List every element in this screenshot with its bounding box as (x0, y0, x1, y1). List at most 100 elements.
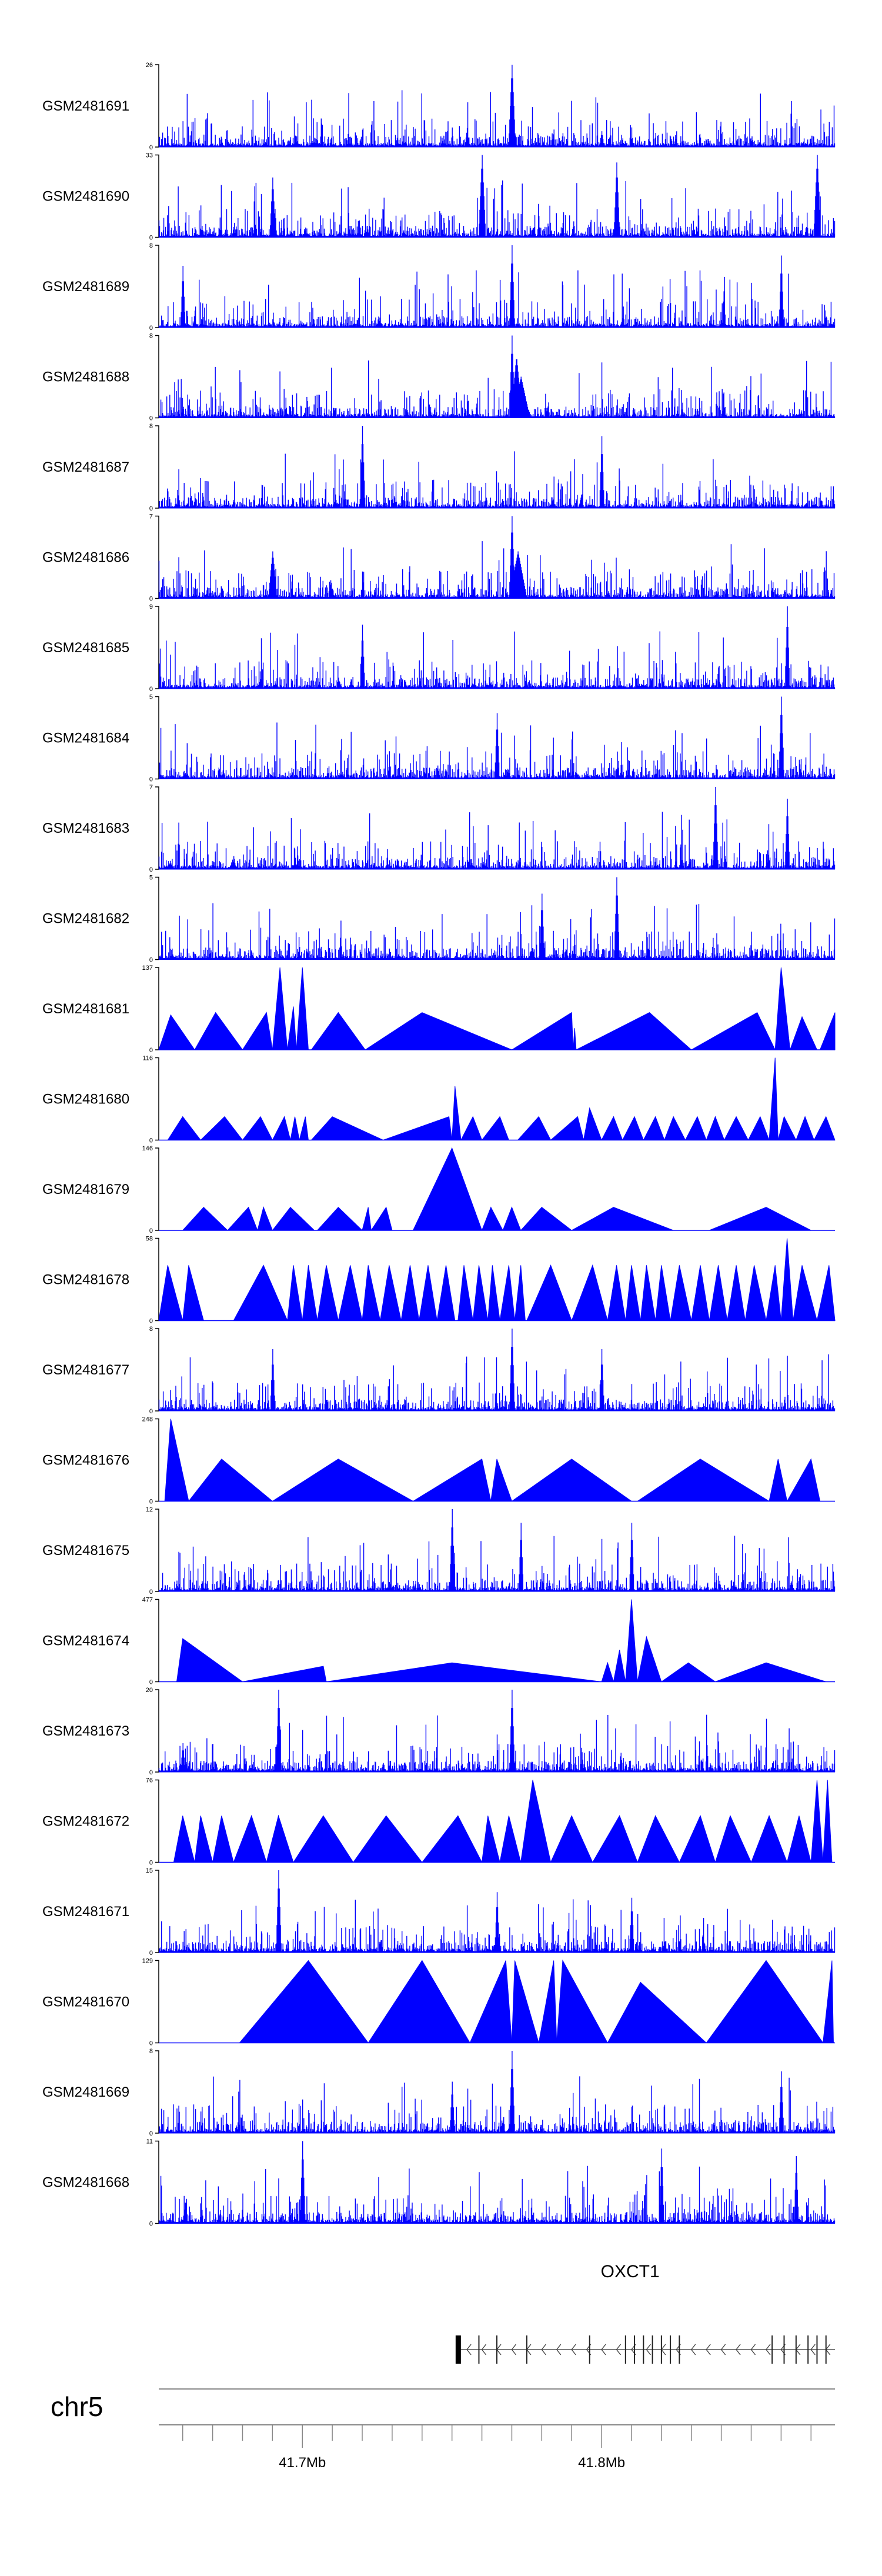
coverage-triangle (660, 1662, 717, 1682)
coverage-bars (158, 2051, 836, 2133)
track-label: GSM2481682 (42, 911, 129, 927)
coverage-triangle (777, 1116, 797, 1140)
y-tick-zero: 0 (149, 1769, 153, 1776)
coverage-triangle (200, 1116, 243, 1140)
coverage-triangle (819, 1012, 836, 1050)
coverage-triangle (786, 1816, 811, 1863)
coverage-triangle (538, 1960, 557, 2043)
coverage-triangle (550, 1116, 584, 1140)
y-axis-line (155, 425, 159, 509)
coverage-triangle (290, 1116, 300, 1140)
coverage-bars (158, 1870, 836, 1953)
genome-axis-tick-label: 41.7Mb (279, 2455, 326, 2471)
coverage-triangle (242, 1666, 327, 1682)
coverage-triangle (810, 1780, 824, 1863)
coverage-triangle (607, 1981, 707, 2043)
track-label: GSM2481690 (42, 189, 129, 205)
coverage-triangle (670, 1265, 692, 1321)
coverage-bars (158, 155, 836, 238)
y-tick-zero: 0 (149, 1950, 153, 1957)
coverage-triangle (664, 1116, 686, 1140)
y-tick-max: 76 (146, 1777, 153, 1784)
coverage-triangle (823, 1780, 833, 1863)
strand-arrow (646, 2344, 651, 2355)
coverage-triangle (412, 1459, 492, 1501)
coverage-bars (158, 787, 836, 869)
coverage-triangle (173, 1816, 195, 1863)
coverage-triangle (571, 1207, 674, 1231)
y-tick-max: 5 (149, 875, 153, 882)
genome-axis-tick-label: 41.8Mb (578, 2455, 625, 2471)
y-axis-line (155, 1779, 159, 1863)
y-tick-zero: 0 (149, 776, 153, 783)
y-axis-line (155, 876, 159, 960)
track-label: GSM2481675 (42, 1543, 129, 1559)
coverage-triangle (469, 1960, 512, 2043)
coverage-triangle (727, 1265, 746, 1321)
strand-arrow (466, 2344, 472, 2355)
track-GSM2481690: GSM2481690 33 0 (42, 152, 836, 242)
coverage-triangle (583, 1107, 602, 1140)
coverage-triangle (625, 1599, 638, 1682)
strand-arrow (556, 2344, 562, 2355)
track-label: GSM2481689 (42, 279, 129, 295)
y-tick-max: 7 (149, 513, 153, 520)
y-tick-max: 146 (142, 1145, 153, 1152)
gene-exon (455, 2335, 461, 2364)
coverage-triangle (813, 1116, 836, 1140)
chromosome-label: chr5 (51, 2391, 103, 2422)
coverage-triangle (679, 1814, 716, 1863)
track-GSM2481682: GSM2481682 5 0 (42, 875, 836, 964)
y-tick-zero: 0 (149, 2040, 153, 2047)
coverage-bars (158, 1329, 836, 1411)
y-tick-max: 137 (142, 965, 153, 972)
coverage-triangle (188, 1459, 273, 1501)
y-axis-line (155, 696, 159, 780)
track-GSM2481668: GSM2481668 11 0 (42, 2138, 836, 2228)
coverage-triangle (182, 1206, 229, 1231)
coverage-triangle (625, 1265, 641, 1321)
coverage-triangle (747, 1116, 770, 1140)
coverage-triangle (194, 1816, 213, 1863)
coverage-triangle (242, 1116, 273, 1140)
track-GSM2481669: GSM2481669 8 0 (42, 2048, 836, 2137)
coverage-triangle (823, 1960, 834, 2043)
y-tick-zero: 0 (149, 1589, 153, 1596)
coverage-triangle (383, 1116, 453, 1140)
y-tick-zero: 0 (149, 686, 153, 693)
coverage-triangle (709, 1207, 811, 1231)
coverage-triangle (573, 1028, 577, 1050)
y-axis-line (155, 1509, 159, 1592)
coverage-triangle (419, 1265, 437, 1321)
track-label: GSM2481671 (42, 1904, 129, 1920)
coverage-triangle (706, 1116, 725, 1140)
coverage-triangle (636, 1459, 770, 1501)
coverage-triangle (816, 1265, 836, 1321)
coverage-bars (158, 1690, 836, 1772)
coverage-triangle (576, 1012, 693, 1050)
track-label: GSM2481678 (42, 1272, 129, 1288)
coverage-triangle (242, 1012, 273, 1050)
coverage-triangle (592, 1815, 638, 1863)
coverage-bars (158, 696, 836, 779)
coverage-triangle (786, 1458, 821, 1501)
y-axis-line (155, 1599, 159, 1683)
track-GSM2481679: GSM2481679 146 0 (42, 1145, 835, 1234)
y-tick-zero: 0 (149, 415, 153, 422)
y-tick-max: 7 (149, 784, 153, 791)
coverage-triangle (370, 1206, 393, 1231)
coverage-triangle (510, 1012, 574, 1050)
track-label: GSM2481683 (42, 820, 129, 836)
coverage-triangle (769, 1459, 788, 1501)
coverage-bars (158, 877, 836, 960)
coverage-triangle (640, 1265, 656, 1321)
y-tick-zero: 0 (149, 1499, 153, 1506)
coverage-triangle (601, 1116, 623, 1140)
y-axis-line (155, 1328, 159, 1412)
y-tick-zero: 0 (149, 957, 153, 964)
coverage-triangle (272, 1206, 315, 1231)
y-tick-max: 8 (149, 242, 153, 249)
coverage-triangle (556, 1959, 609, 2043)
coverage-triangle (310, 1012, 366, 1050)
